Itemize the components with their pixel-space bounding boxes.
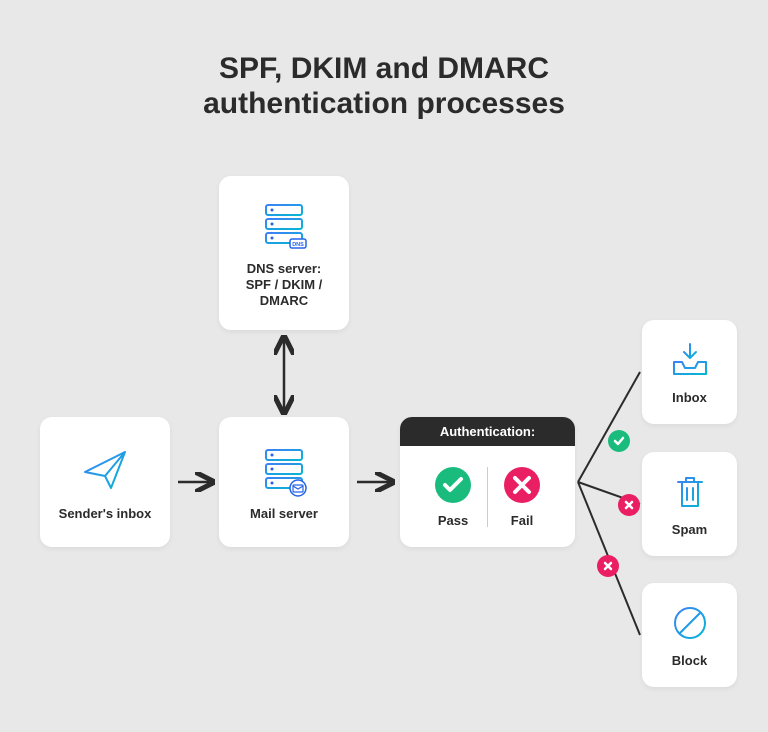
x-icon — [622, 498, 636, 512]
card-dns-label: DNS server: SPF / DKIM / DMARC — [246, 261, 323, 310]
badge-block-fail — [597, 555, 619, 577]
trash-icon — [668, 470, 712, 514]
check-icon — [612, 434, 626, 448]
paper-plane-icon — [77, 442, 133, 498]
title-line-2: authentication processes — [0, 87, 768, 122]
card-mail-label: Mail server — [250, 506, 318, 522]
check-circle-icon — [433, 465, 473, 505]
branch-to-inbox — [578, 372, 640, 482]
svg-text:DNS: DNS — [292, 242, 304, 248]
auth-fail-label: Fail — [511, 513, 533, 528]
auth-fail: Fail — [502, 465, 542, 528]
card-mail: Mail server — [219, 417, 349, 547]
card-dns: DNS DNS server: SPF / DKIM / DMARC — [219, 176, 349, 330]
card-sender-label: Sender's inbox — [59, 506, 152, 522]
dns-server-icon: DNS — [256, 197, 312, 253]
inbox-icon — [668, 338, 712, 382]
block-icon — [668, 601, 712, 645]
mail-server-icon — [256, 442, 312, 498]
auth-body: Pass Fail — [400, 446, 575, 547]
badge-inbox-pass — [608, 430, 630, 452]
auth-divider — [487, 467, 488, 527]
auth-pass: Pass — [433, 465, 473, 528]
card-spam: Spam — [642, 452, 737, 556]
x-icon — [601, 559, 615, 573]
card-inbox-label: Inbox — [672, 390, 707, 406]
card-sender: Sender's inbox — [40, 417, 170, 547]
auth-pass-label: Pass — [438, 513, 468, 528]
card-block-label: Block — [672, 653, 707, 669]
page-title: SPF, DKIM and DMARC authentication proce… — [0, 52, 768, 121]
auth-header: Authentication: — [400, 417, 575, 446]
title-line-1: SPF, DKIM and DMARC — [0, 52, 768, 87]
card-block: Block — [642, 583, 737, 687]
dns-label-1: DNS server: — [246, 261, 323, 277]
dns-label-3: DMARC — [246, 293, 323, 309]
x-circle-icon — [502, 465, 542, 505]
dns-label-2: SPF / DKIM / — [246, 277, 323, 293]
card-auth: Authentication: Pass Fail — [400, 417, 575, 547]
badge-spam-fail — [618, 494, 640, 516]
card-inbox: Inbox — [642, 320, 737, 424]
card-spam-label: Spam — [672, 522, 707, 538]
